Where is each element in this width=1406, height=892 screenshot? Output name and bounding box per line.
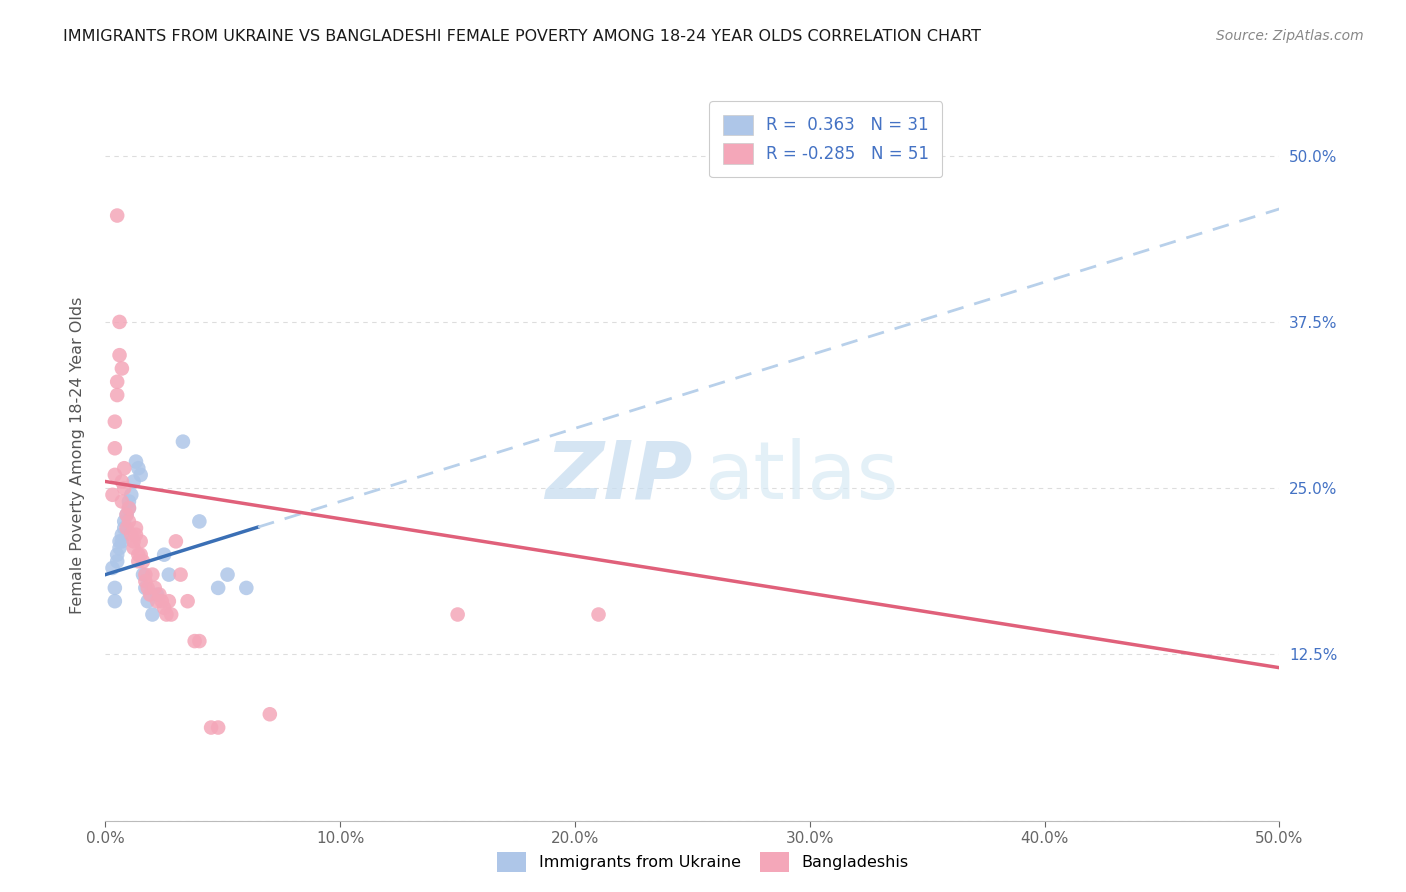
- Point: [200, 721, 222, 735]
- Point: [120, 527, 142, 541]
- Point: [141, 567, 163, 582]
- Point: [108, 541, 131, 555]
- Point: [108, 315, 131, 329]
- Point: [129, 467, 152, 482]
- Point: [235, 581, 257, 595]
- Point: [139, 588, 162, 602]
- Point: [169, 567, 191, 582]
- Point: [120, 488, 142, 502]
- Y-axis label: Female Poverty Among 18-24 Year Olds: Female Poverty Among 18-24 Year Olds: [70, 296, 84, 614]
- Point: [111, 527, 134, 541]
- Point: [104, 581, 127, 595]
- Point: [104, 467, 127, 482]
- Point: [118, 515, 141, 529]
- Point: [125, 527, 148, 541]
- Point: [148, 588, 170, 602]
- Point: [104, 415, 127, 429]
- Point: [146, 588, 169, 602]
- Point: [129, 534, 152, 549]
- Point: [105, 388, 128, 402]
- Point: [104, 442, 127, 456]
- Point: [188, 634, 211, 648]
- Point: [134, 567, 156, 582]
- Point: [112, 461, 135, 475]
- Point: [141, 607, 163, 622]
- Point: [188, 515, 211, 529]
- Text: Source: ZipAtlas.com: Source: ZipAtlas.com: [1216, 29, 1364, 44]
- Point: [101, 561, 124, 575]
- Point: [101, 488, 124, 502]
- Point: [129, 548, 152, 562]
- Point: [207, 581, 229, 595]
- Point: [134, 574, 156, 589]
- Point: [207, 721, 229, 735]
- Point: [153, 548, 176, 562]
- Point: [112, 515, 135, 529]
- Point: [127, 554, 149, 568]
- Point: [111, 494, 134, 508]
- Legend: R =  0.363   N = 31, R = -0.285   N = 51: R = 0.363 N = 31, R = -0.285 N = 51: [710, 101, 942, 177]
- Legend: Immigrants from Ukraine, Bangladeshis: Immigrants from Ukraine, Bangladeshis: [489, 844, 917, 880]
- Point: [122, 475, 145, 489]
- Point: [146, 594, 169, 608]
- Point: [111, 534, 134, 549]
- Point: [127, 461, 149, 475]
- Point: [105, 548, 128, 562]
- Point: [104, 594, 127, 608]
- Point: [155, 607, 177, 622]
- Point: [588, 607, 610, 622]
- Text: atlas: atlas: [704, 438, 898, 516]
- Point: [150, 594, 173, 608]
- Point: [447, 607, 470, 622]
- Point: [157, 594, 180, 608]
- Point: [259, 707, 281, 722]
- Point: [115, 508, 138, 522]
- Point: [118, 494, 141, 508]
- Point: [115, 508, 138, 522]
- Point: [127, 548, 149, 562]
- Point: [132, 554, 155, 568]
- Point: [108, 348, 131, 362]
- Point: [157, 567, 180, 582]
- Point: [143, 581, 166, 595]
- Point: [112, 481, 135, 495]
- Point: [136, 581, 159, 595]
- Point: [183, 634, 205, 648]
- Point: [136, 594, 159, 608]
- Point: [105, 209, 128, 223]
- Point: [125, 521, 148, 535]
- Point: [112, 521, 135, 535]
- Point: [172, 434, 194, 449]
- Point: [132, 567, 155, 582]
- Point: [105, 375, 128, 389]
- Text: IMMIGRANTS FROM UKRAINE VS BANGLADESHI FEMALE POVERTY AMONG 18-24 YEAR OLDS CORR: IMMIGRANTS FROM UKRAINE VS BANGLADESHI F…: [63, 29, 981, 45]
- Point: [105, 554, 128, 568]
- Point: [125, 454, 148, 468]
- Point: [176, 594, 198, 608]
- Point: [111, 361, 134, 376]
- Point: [122, 534, 145, 549]
- Point: [118, 501, 141, 516]
- Point: [153, 600, 176, 615]
- Point: [118, 501, 141, 516]
- Text: ZIP: ZIP: [546, 438, 693, 516]
- Point: [111, 475, 134, 489]
- Point: [115, 521, 138, 535]
- Point: [108, 534, 131, 549]
- Point: [122, 541, 145, 555]
- Point: [160, 607, 183, 622]
- Point: [134, 581, 156, 595]
- Point: [165, 534, 187, 549]
- Point: [217, 567, 239, 582]
